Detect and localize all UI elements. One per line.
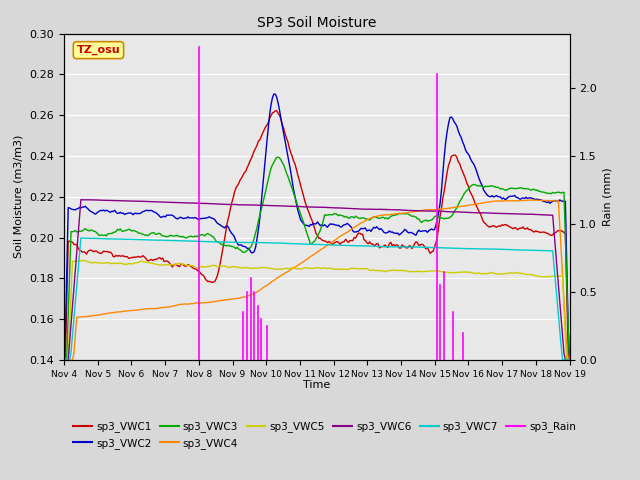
- Y-axis label: Rain (mm): Rain (mm): [603, 168, 612, 226]
- Text: TZ_osu: TZ_osu: [77, 45, 120, 55]
- Y-axis label: Soil Moisture (m3/m3): Soil Moisture (m3/m3): [14, 135, 24, 259]
- X-axis label: Time: Time: [303, 380, 330, 390]
- Title: SP3 Soil Moisture: SP3 Soil Moisture: [257, 16, 376, 30]
- Legend: sp3_VWC1, sp3_VWC2, sp3_VWC3, sp3_VWC4, sp3_VWC5, sp3_VWC6, sp3_VWC7, sp3_Rain: sp3_VWC1, sp3_VWC2, sp3_VWC3, sp3_VWC4, …: [69, 417, 580, 453]
